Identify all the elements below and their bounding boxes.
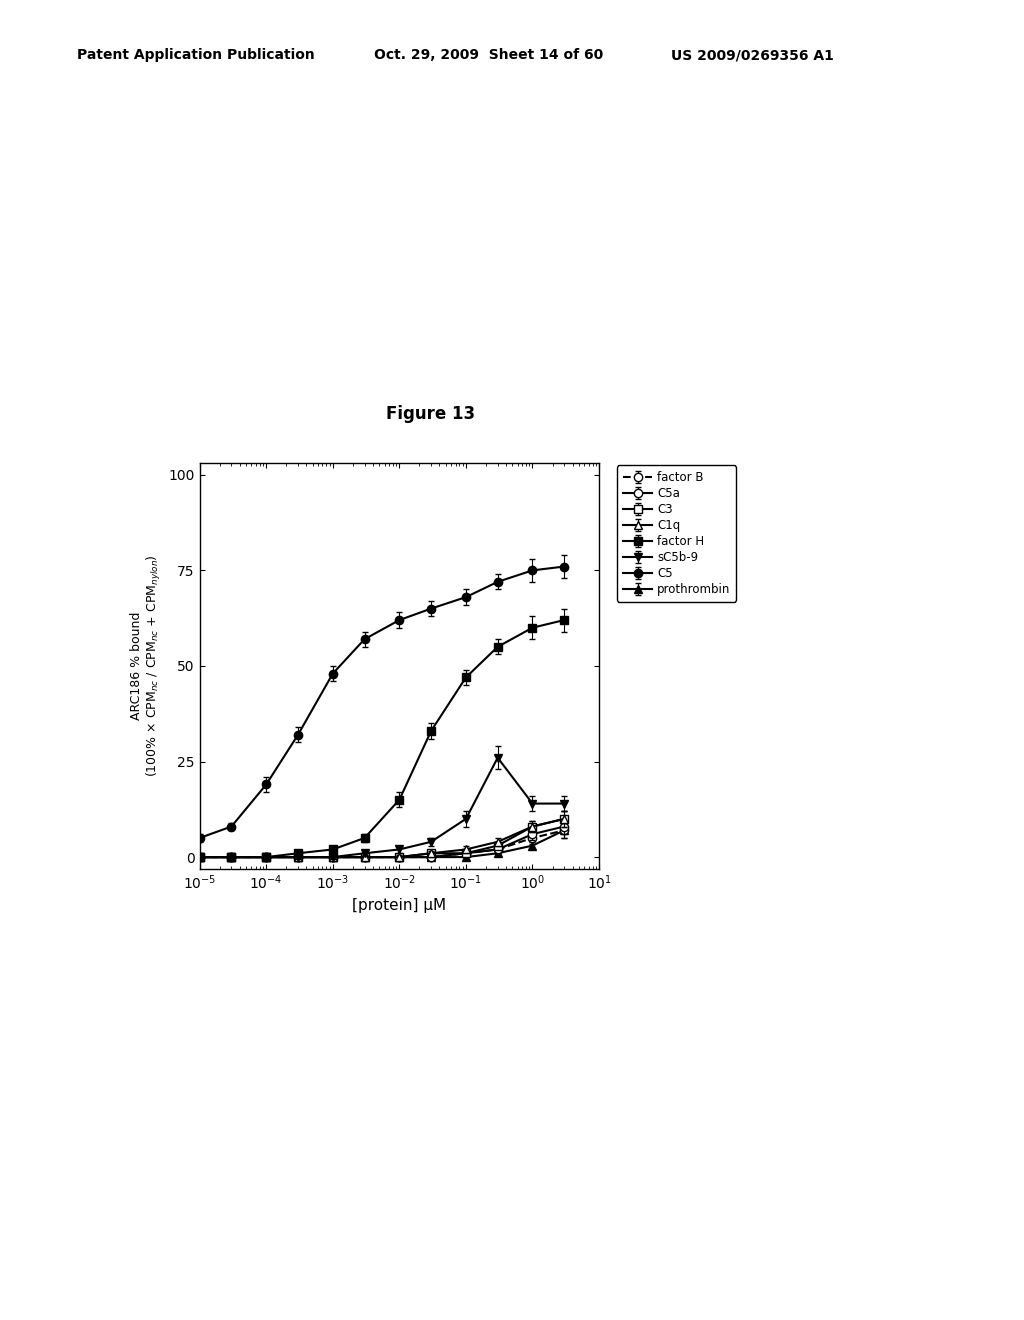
Legend: factor B, C5a, C3, C1q, factor H, sC5b-9, C5, prothrombin: factor B, C5a, C3, C1q, factor H, sC5b-9…: [616, 465, 736, 602]
Text: Figure 13: Figure 13: [385, 405, 475, 424]
Text: US 2009/0269356 A1: US 2009/0269356 A1: [671, 49, 834, 62]
Y-axis label: ARC186 % bound
(100% $\times$ CPM$_{nc}$ / CPM$_{nc}$ + CPM$_{nylon}$): ARC186 % bound (100% $\times$ CPM$_{nc}$…: [129, 554, 163, 777]
X-axis label: [protein] μM: [protein] μM: [352, 898, 446, 912]
Text: Patent Application Publication: Patent Application Publication: [77, 49, 314, 62]
Text: Oct. 29, 2009  Sheet 14 of 60: Oct. 29, 2009 Sheet 14 of 60: [374, 49, 603, 62]
